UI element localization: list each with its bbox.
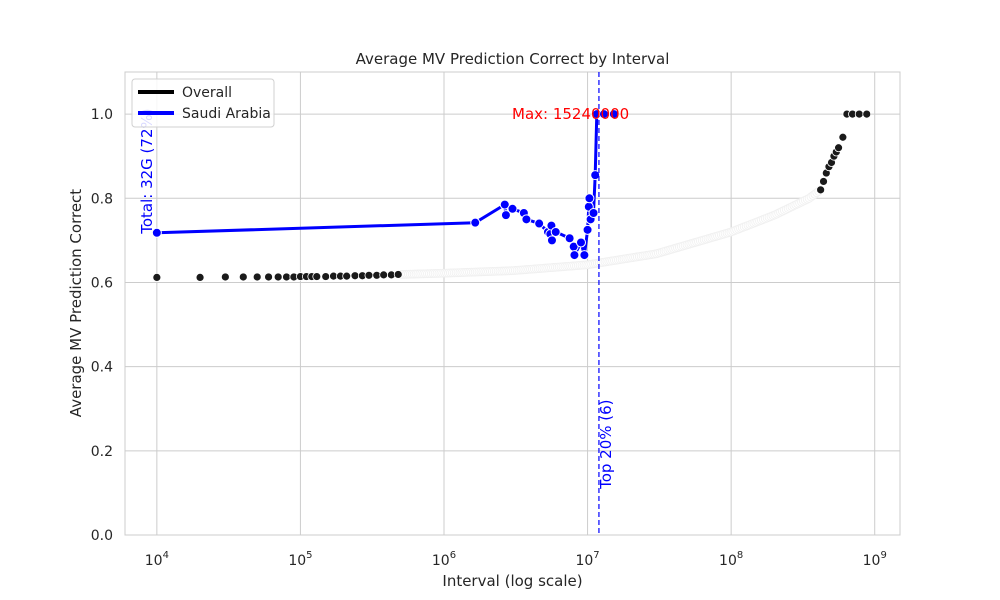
overall-point xyxy=(393,270,403,279)
max-annotation: Max: 15240000 xyxy=(512,105,629,123)
y-tick-label-4: 0.8 xyxy=(91,191,113,207)
x-tick-label-3: 107 xyxy=(575,550,599,569)
overall-point xyxy=(819,177,828,186)
overall-point xyxy=(195,273,205,282)
x-tick-label-2: 106 xyxy=(432,550,456,569)
saudi-arabia-point xyxy=(470,217,481,228)
overall-point xyxy=(350,271,360,281)
overall-point xyxy=(342,271,352,281)
overall-point xyxy=(379,270,389,280)
overall-point xyxy=(862,109,872,119)
y-axis-label: Average MV Prediction Correct xyxy=(67,189,85,417)
saudi-arabia-point xyxy=(584,193,595,204)
saudi-arabia-point xyxy=(550,226,561,237)
y-tick-label-2: 0.4 xyxy=(91,360,113,376)
saudi-arabia-point xyxy=(521,214,532,225)
y-tick-label-1: 0.2 xyxy=(91,444,113,460)
saudi-arabia-point xyxy=(534,218,545,229)
x-tick-label-0: 104 xyxy=(145,550,169,569)
x-axis-label: Interval (log scale) xyxy=(442,572,582,590)
overall-point xyxy=(238,272,248,282)
tick-labels: 104 105 106 107 108 109 0.0 0.2 0.4 0.6 0.8 1.0 xyxy=(91,107,887,569)
saudi-arabia-point xyxy=(579,250,590,261)
overall-markers xyxy=(152,109,872,282)
saudi-arabia-point xyxy=(582,224,593,235)
saudi-arabia-point xyxy=(590,170,601,181)
y-tick-label-3: 0.6 xyxy=(91,275,113,291)
saudi-arabia-point xyxy=(576,237,587,248)
overall-point xyxy=(220,272,230,282)
saudi-arabia-point xyxy=(500,210,511,221)
overall-dense-markers xyxy=(396,185,826,279)
saudi-arabia-point xyxy=(569,250,580,261)
overall-point xyxy=(816,185,826,195)
saudi-arabia-point xyxy=(507,203,518,214)
overall-point xyxy=(252,272,262,282)
legend: Overall Saudi Arabia xyxy=(131,78,275,128)
chart-title: Average MV Prediction Correct by Interva… xyxy=(356,50,670,68)
saudi-arabia-point xyxy=(588,208,599,219)
plot-frame xyxy=(124,71,901,536)
saudi-arabia-markers xyxy=(151,109,619,261)
overall-point xyxy=(838,132,848,142)
saudi-arabia-point xyxy=(546,235,557,246)
series-layer xyxy=(151,109,872,282)
plot-area xyxy=(124,71,901,536)
overall-point xyxy=(854,109,864,119)
y-tick-label-5: 1.0 xyxy=(91,107,113,123)
x-tick-label-5: 109 xyxy=(863,550,887,569)
overall-point xyxy=(834,143,843,153)
y-tick-label-0: 0.0 xyxy=(91,528,113,544)
legend-label-overall: Overall xyxy=(182,85,232,101)
annotation-layer: Max: 15240000 Total: 32G (72%) Top 20% (6) xyxy=(138,72,629,535)
overall-point xyxy=(321,272,331,281)
overall-point xyxy=(312,272,322,281)
overall-point xyxy=(264,272,273,282)
overall-point xyxy=(282,272,291,282)
overall-point xyxy=(364,270,374,280)
x-tick-label-4: 108 xyxy=(719,550,743,569)
total-annotation: Total: 32G (72%) xyxy=(138,108,156,234)
legend-label-saudi-arabia: Saudi Arabia xyxy=(182,106,271,122)
overall-point xyxy=(152,273,162,282)
x-tick-label-1: 105 xyxy=(288,550,312,569)
saudi-arabia-point xyxy=(499,199,510,210)
saudi-arabia-point xyxy=(608,109,619,120)
saudi-arabia-point xyxy=(564,233,575,244)
top-percent-annotation: Top 20% (6) xyxy=(597,399,615,489)
saudi-arabia-point xyxy=(151,227,162,238)
overall-point xyxy=(273,272,283,282)
